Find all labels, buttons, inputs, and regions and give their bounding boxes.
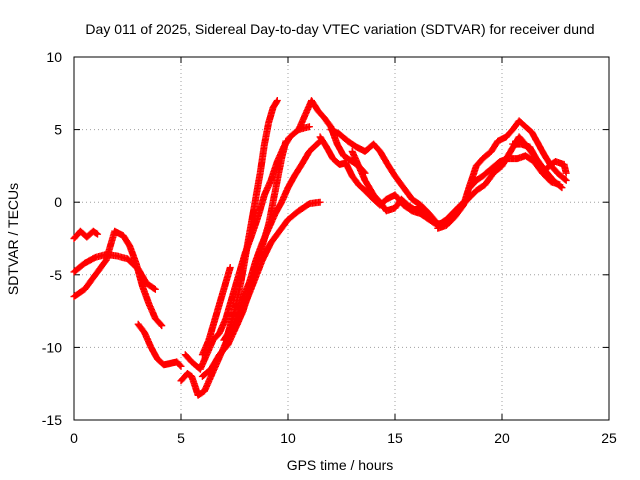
series-markers: [198, 264, 234, 359]
series-track-14: [348, 147, 433, 219]
series-markers: [224, 97, 281, 337]
series-markers: [134, 320, 185, 370]
chart-title: Day 011 of 2025, Sidereal Day-to-day VTE…: [85, 21, 594, 37]
series-track-4: [134, 320, 185, 370]
series-markers: [70, 227, 102, 242]
series-track-1: [70, 227, 102, 242]
y-tick-label: 5: [54, 122, 62, 138]
series-markers: [348, 147, 433, 219]
x-tick-label: 5: [177, 430, 185, 446]
x-tick-label: 25: [601, 430, 617, 446]
y-tick-label: 10: [46, 49, 62, 65]
series-track-18: [509, 140, 570, 177]
grid-lines: [74, 57, 609, 420]
series-track-10: [224, 97, 281, 337]
series-markers: [70, 227, 166, 330]
y-tick-label: -10: [42, 339, 62, 355]
axis-ticks: [73, 56, 610, 421]
y-tick-labels: -15 -10 -5 0 5 10: [42, 49, 62, 428]
x-tick-label: 0: [70, 430, 78, 446]
x-tick-label: 10: [280, 430, 296, 446]
y-tick-label: -5: [50, 267, 63, 283]
data-series: [70, 97, 570, 399]
x-tick-label: 15: [387, 430, 403, 446]
y-tick-label: 0: [54, 194, 62, 210]
series-track-3: [70, 227, 166, 330]
x-tick-label: 20: [494, 430, 510, 446]
x-axis-label: GPS time / hours: [287, 457, 394, 473]
y-axis-label: SDTVAR / TECUs: [5, 183, 21, 295]
series-markers: [220, 137, 290, 344]
series-markers: [509, 140, 570, 177]
series-track-9: [220, 137, 290, 344]
x-tick-labels: 0 5 10 15 20 25: [70, 430, 617, 446]
y-tick-label: -15: [42, 412, 62, 428]
series-track-7: [198, 264, 234, 359]
